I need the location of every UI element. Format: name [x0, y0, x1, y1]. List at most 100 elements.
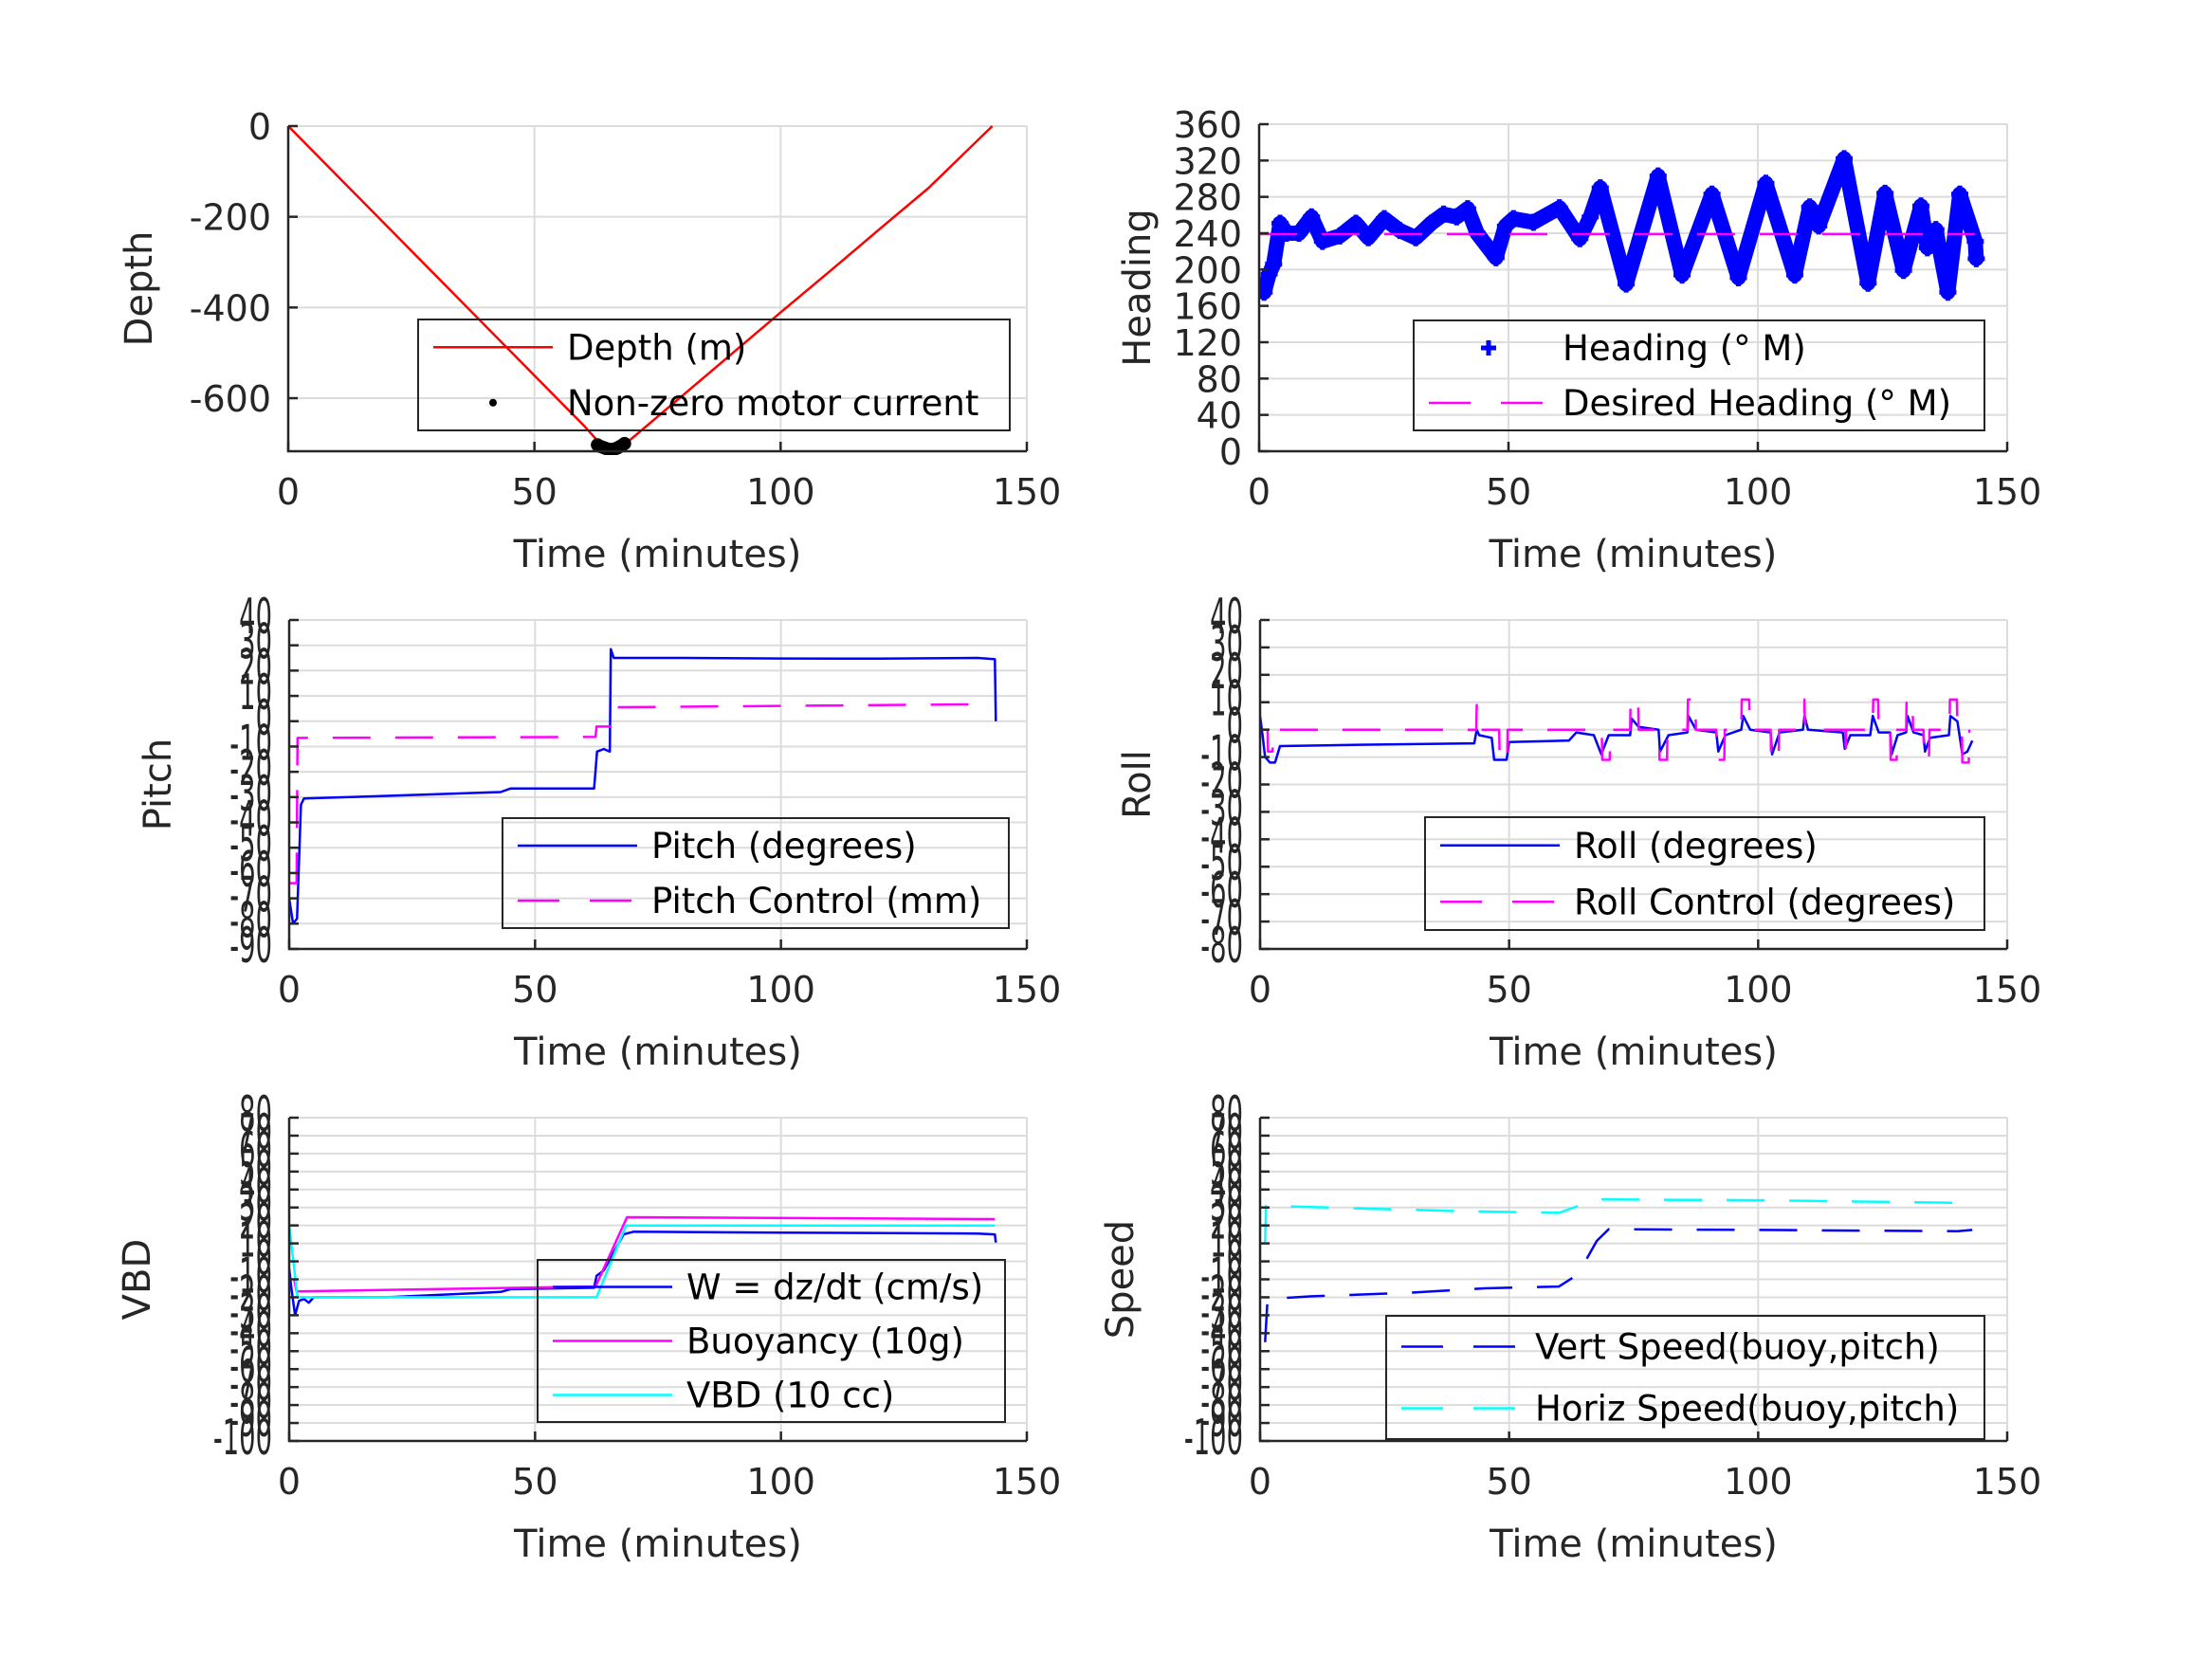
heading-marker — [1331, 227, 1349, 245]
heading-marker — [1951, 185, 1969, 203]
series-roll-control-degrees — [1260, 698, 1971, 764]
x-axis-label: Time (minutes) — [1489, 1030, 1778, 1074]
x-tick-label: 150 — [993, 969, 1062, 1011]
heading-marker — [1894, 262, 1912, 280]
heading-marker — [1927, 221, 1945, 239]
y-tick-label: -80 — [1200, 918, 1243, 975]
y-axis-label: Pitch — [137, 738, 180, 830]
y-tick-label: 0 — [1219, 431, 1242, 473]
y-tick-label: -70 — [229, 1356, 272, 1413]
legend: Depth (m) Non-zero motor current — [417, 319, 1011, 431]
x-tick-label: 50 — [1486, 969, 1531, 1011]
y-tick-label: -10 — [229, 1248, 272, 1304]
subplot-speed: 0 50 100 15080706050403020100-10-20-30-40-5… — [1099, 1086, 2041, 1566]
heading-marker — [1729, 268, 1747, 286]
y-tick-label: 80 — [239, 1086, 272, 1143]
y-axis-label: Heading — [1116, 209, 1160, 366]
heading-marker — [1487, 248, 1505, 266]
heading-marker — [1303, 208, 1321, 226]
legend-box — [502, 817, 1010, 929]
y-ticks: 80706050403020100-10-20-30-40-50-60-70-8… — [1184, 1086, 1270, 1467]
series-w-dz-dt-cm-s — [289, 1231, 997, 1317]
grid — [1259, 1117, 2008, 1442]
subplot-vbd: 0 50 100 15080706050403020100-10-20-30-40-5… — [116, 1086, 1061, 1566]
x-tick-label: 150 — [1973, 969, 2042, 1011]
y-axis-label: Speed — [1099, 1220, 1143, 1339]
heading-marker — [1260, 265, 1278, 283]
y-tick-label: 10 — [239, 1212, 272, 1268]
y-tick-label: -10 — [1200, 1248, 1243, 1304]
x-ticks: 0 50 100 150 — [1248, 442, 2041, 513]
x-axis-label: Time (minutes) — [513, 1030, 802, 1074]
series-group — [289, 647, 997, 925]
heading-marker — [1435, 205, 1453, 223]
x-tick-label: 100 — [746, 1461, 815, 1503]
y-tick-label: 30 — [239, 1176, 272, 1232]
y-tick-label: 30 — [239, 613, 272, 670]
heading-marker — [1591, 179, 1609, 197]
y-tick-label: 80 — [1210, 1086, 1243, 1143]
legend: Roll (degrees) Roll Control (degrees) — [1424, 816, 1985, 931]
heading-marker — [1836, 150, 1853, 168]
series-vbd-10-cc — [289, 1224, 996, 1299]
y-tick-label: -100 — [1184, 1410, 1243, 1467]
x-ticks: 0 50 100 150 — [277, 442, 1061, 513]
legend-box — [417, 319, 1011, 431]
heading-marker — [1967, 249, 1985, 267]
heading-marker — [1757, 174, 1775, 192]
legend-label: VBD (10 cc) — [686, 1376, 894, 1416]
x-tick-label: 0 — [1249, 1461, 1271, 1503]
y-tick-label: 80 — [1197, 358, 1242, 400]
x-axis-label: Time (minutes) — [513, 533, 802, 576]
x-tick-label: 100 — [1724, 471, 1793, 513]
y-tick-label: -50 — [1200, 835, 1243, 892]
y-tick-label: 280 — [1173, 177, 1242, 219]
y-tick-label: -50 — [1200, 1320, 1243, 1376]
x-tick-label: 50 — [1486, 1461, 1531, 1503]
heading-marker — [1550, 199, 1568, 217]
series-group — [1260, 698, 1974, 764]
legend-label: Heading (° M) — [1563, 328, 1806, 369]
y-tick-label: 20 — [239, 1194, 272, 1250]
y-tick-label: -30 — [229, 1284, 272, 1340]
y-tick-label: 40 — [1210, 589, 1243, 646]
heading-marker — [1939, 283, 1957, 301]
y-tick-label: 0 — [1227, 1230, 1243, 1286]
y-tick-label: 70 — [1210, 1104, 1243, 1161]
y-tick-label: -30 — [1200, 780, 1243, 837]
heading-marker — [1505, 210, 1523, 228]
heading-marker — [1347, 214, 1365, 232]
y-tick-label: -80 — [229, 892, 272, 949]
legend-label: Vert Speed(buoy,pitch) — [1535, 1327, 1940, 1368]
y-tick-label: 40 — [239, 1158, 272, 1214]
heading-marker — [1966, 232, 1984, 250]
y-axis-label: VBD — [116, 1239, 159, 1321]
y-tick-label: -100 — [213, 1410, 272, 1467]
x-axis-label: Time (minutes) — [513, 1522, 802, 1566]
heading-marker — [1581, 208, 1600, 226]
y-tick-label: 360 — [1173, 104, 1242, 146]
x-tick-label: 150 — [1973, 471, 2042, 513]
y-tick-label: 30 — [1210, 1176, 1243, 1232]
y-tick-label: -50 — [229, 1320, 272, 1376]
heading-marker — [1391, 222, 1409, 240]
heading-marker — [1448, 208, 1466, 226]
y-tick-label: -70 — [1200, 890, 1243, 947]
y-tick-label: -60 — [229, 1338, 272, 1395]
series-group — [1264, 1197, 1973, 1342]
y-tick-label: 40 — [1210, 1158, 1243, 1214]
heading-marker — [1525, 213, 1543, 231]
y-tick-label: 20 — [1210, 1194, 1243, 1250]
x-tick-label: 100 — [1724, 1461, 1793, 1503]
y-tick-label: 160 — [1173, 286, 1242, 328]
heading-marker — [1313, 232, 1331, 250]
y-tick-label: 60 — [1210, 1121, 1243, 1178]
motor-current-point — [617, 436, 631, 450]
y-tick-label: -80 — [229, 1374, 272, 1431]
y-tick-label: -90 — [229, 1392, 272, 1449]
y-tick-label: 10 — [239, 665, 272, 721]
y-tick-label: -40 — [1200, 808, 1243, 865]
heading-marker — [1801, 198, 1819, 216]
x-tick-label: 0 — [1249, 969, 1271, 1011]
y-tick-label: -20 — [1200, 753, 1243, 810]
